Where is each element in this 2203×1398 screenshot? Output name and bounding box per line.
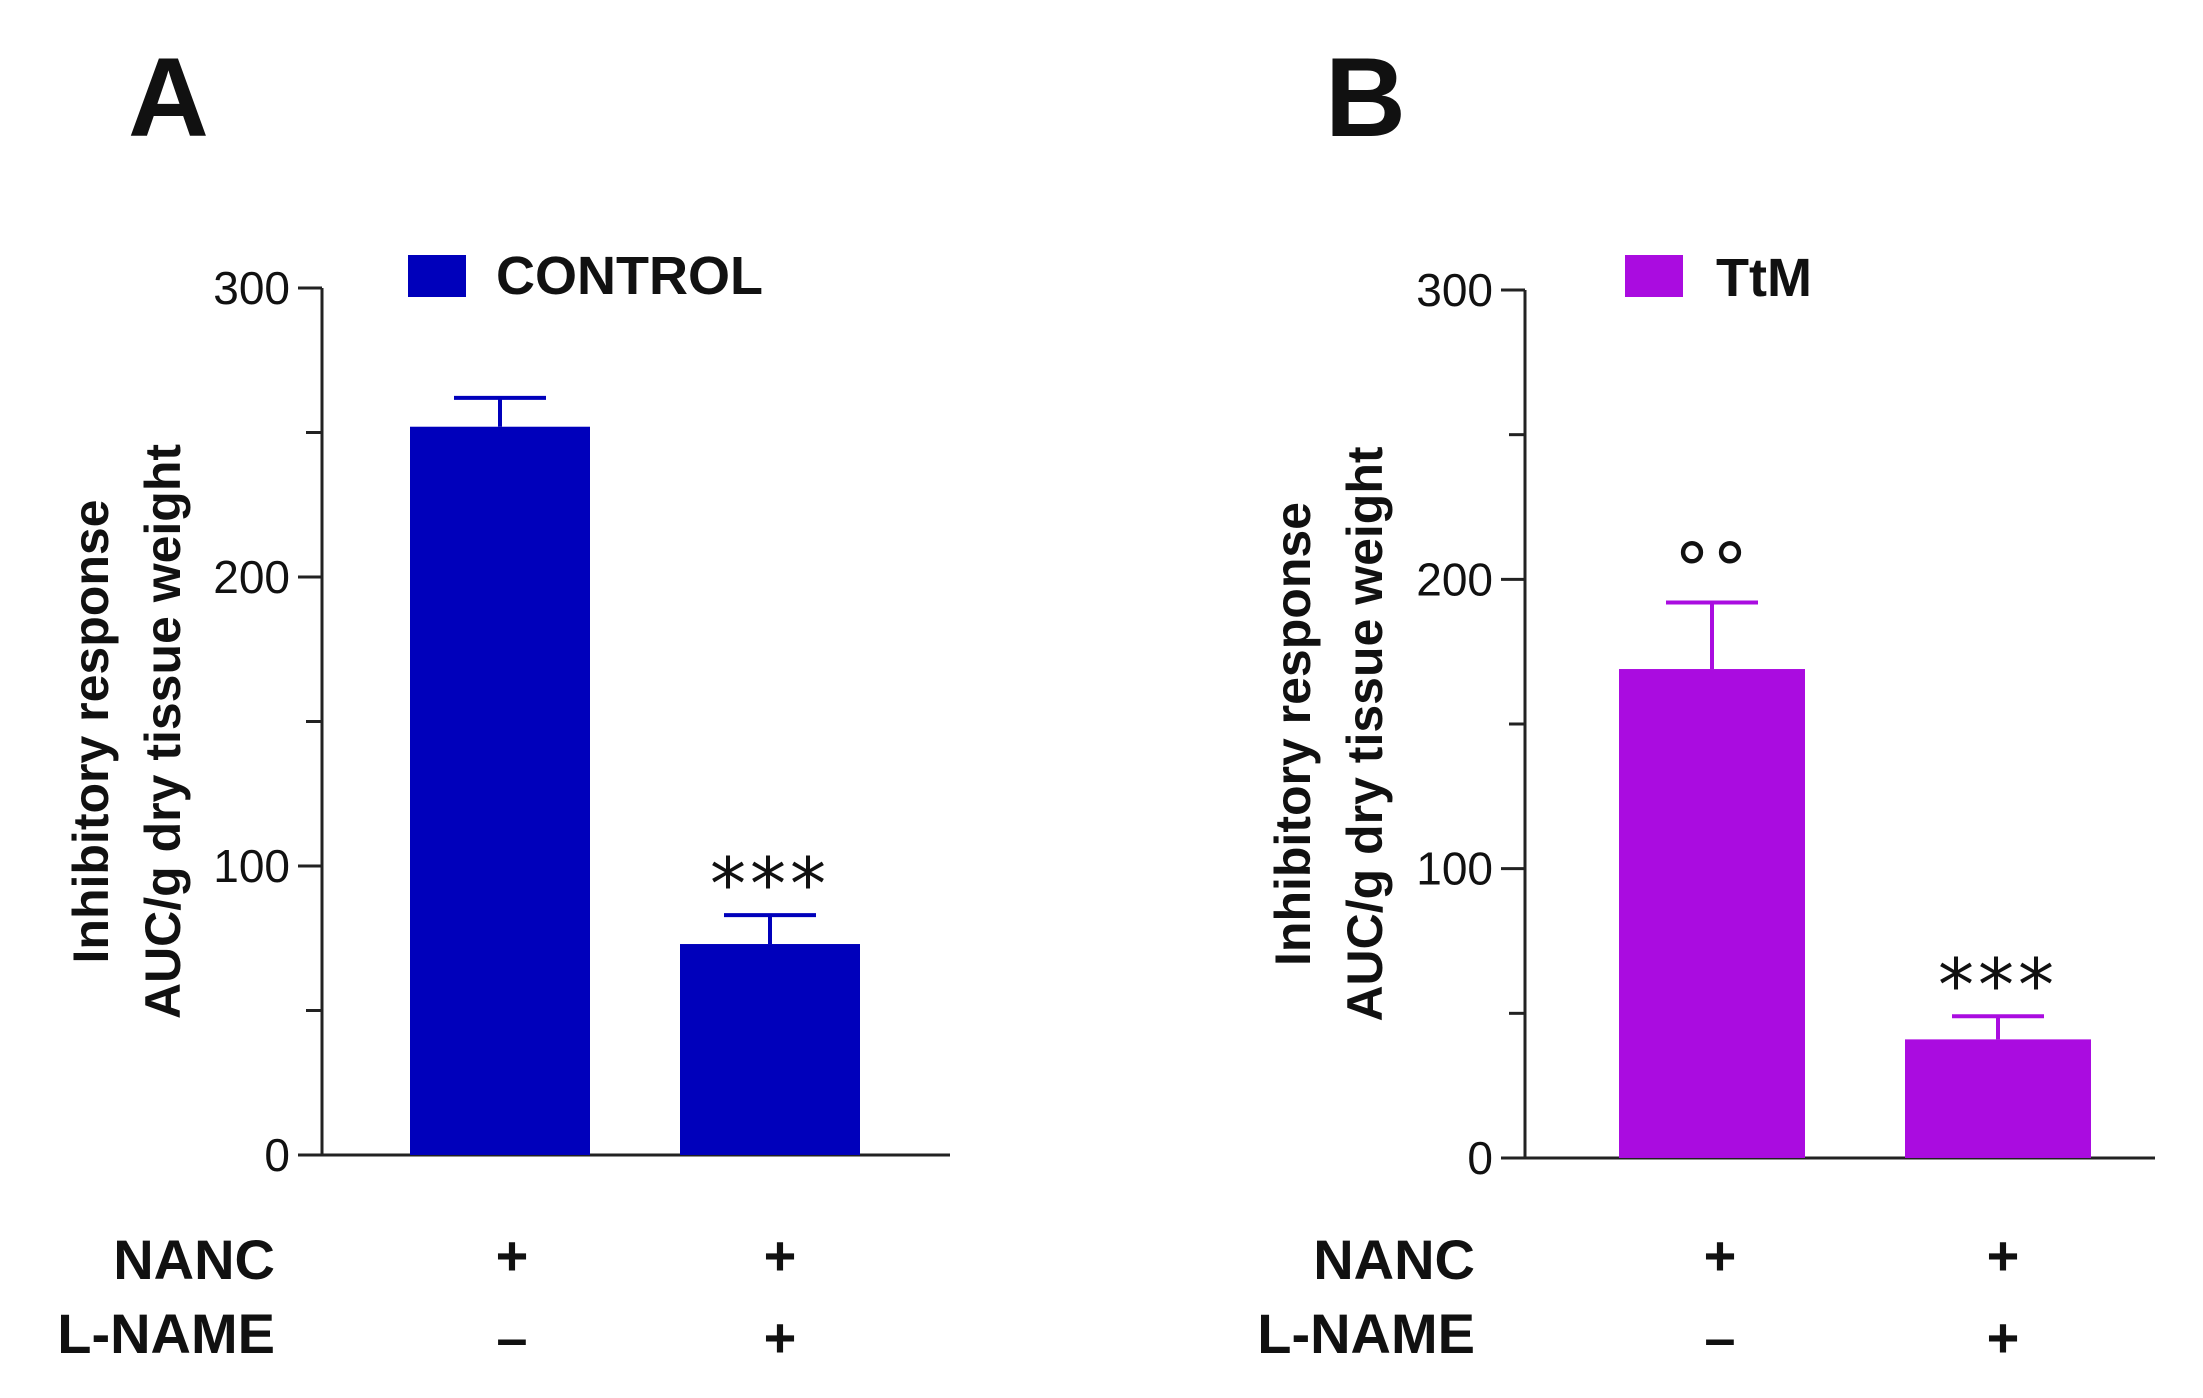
legend-swatch-a <box>408 255 466 297</box>
row-label-lname-b: L-NAME <box>1257 1302 1475 1365</box>
y-tick-label-b-0: 0 <box>1467 1132 1493 1184</box>
row-symbol-a-nanc-1: + <box>495 1224 529 1287</box>
panel-letter-a: A <box>128 35 209 160</box>
legend-swatch-b <box>1625 255 1683 297</box>
significance-stars-a-1: *** <box>710 842 830 926</box>
row-label-nanc-a: NANC <box>113 1228 275 1291</box>
y-tick-label-a-3: 300 <box>213 262 290 314</box>
row-symbol-a-lname-2: + <box>763 1306 797 1369</box>
row-label-lname-a: L-NAME <box>57 1302 275 1365</box>
row-label-nanc-b: NANC <box>1313 1228 1475 1291</box>
significance-circles-b-0: °° <box>1674 527 1750 611</box>
row-symbol-b-lname-1: – <box>1704 1306 1736 1369</box>
bar-b-0 <box>1619 669 1805 1158</box>
y-axis-title-line2-b: AUC/g dry tissue weight <box>1337 446 1393 1021</box>
y-tick-label-b-1: 100 <box>1416 843 1493 895</box>
legend-label-a: CONTROL <box>496 246 763 306</box>
y-tick-label-a-0: 0 <box>264 1129 290 1181</box>
significance-stars-b-1: *** <box>1938 943 2058 1027</box>
y-tick-label-b-2: 200 <box>1416 553 1493 605</box>
y-tick-label-b-3: 300 <box>1416 264 1493 316</box>
row-symbol-a-nanc-2: + <box>763 1224 797 1287</box>
row-symbol-a-lname-1: – <box>496 1306 528 1369</box>
panel-letter-b: B <box>1325 35 1406 160</box>
bar-a-0 <box>410 426 590 1156</box>
y-axis-title-line1-b: Inhibitory response <box>1265 502 1321 966</box>
bar-b-1 <box>1905 1039 2091 1158</box>
y-axis-title-line2-a: AUC/g dry tissue weight <box>135 444 191 1019</box>
row-symbol-b-lname-2: + <box>1986 1306 2020 1369</box>
y-tick-label-a-1: 100 <box>213 840 290 892</box>
y-axis-title-line1-a: Inhibitory response <box>63 500 119 964</box>
y-tick-label-a-2: 200 <box>213 551 290 603</box>
legend-label-b: TtM <box>1716 248 1812 308</box>
row-symbol-b-nanc-2: + <box>1986 1224 2020 1287</box>
row-symbol-b-nanc-1: + <box>1703 1224 1737 1287</box>
bar-a-1 <box>680 944 860 1155</box>
